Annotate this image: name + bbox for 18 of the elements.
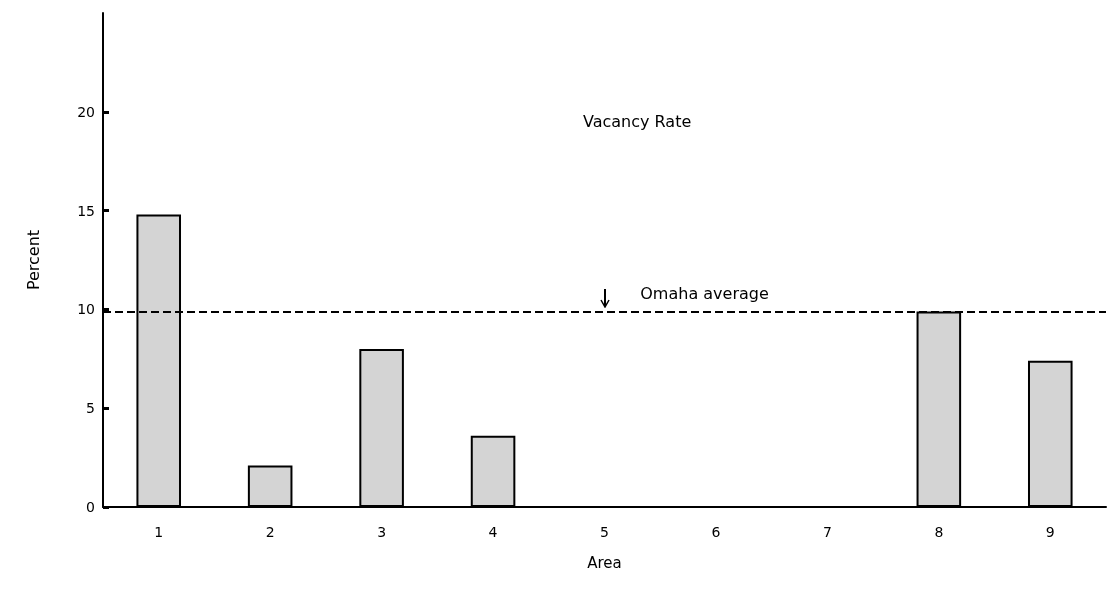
- y-tick-label: 5: [86, 400, 95, 417]
- x-tick-label: 6: [711, 524, 721, 540]
- x-tick-label: 8: [934, 524, 944, 540]
- x-axis-title: Area: [587, 553, 622, 572]
- y-tick-label: 0: [86, 499, 95, 515]
- x-tick-label: 7: [822, 524, 832, 540]
- y-tick-label: 10: [77, 301, 95, 318]
- y-tick-label: 20: [77, 103, 95, 120]
- x-tick-label: 4: [488, 524, 498, 540]
- x-tick-label: 5: [600, 524, 609, 540]
- x-tick-label: 1: [154, 524, 164, 540]
- y-axis-title: Percent: [23, 229, 43, 291]
- legend-label: Omaha average: [640, 283, 769, 303]
- text: Vacancy Rate: [583, 111, 692, 131]
- x-tick-label: 9: [1045, 524, 1055, 540]
- x-tick-label: 2: [265, 524, 275, 540]
- y-tick-label: 15: [77, 202, 95, 219]
- x-tick-label: 3: [377, 524, 387, 540]
